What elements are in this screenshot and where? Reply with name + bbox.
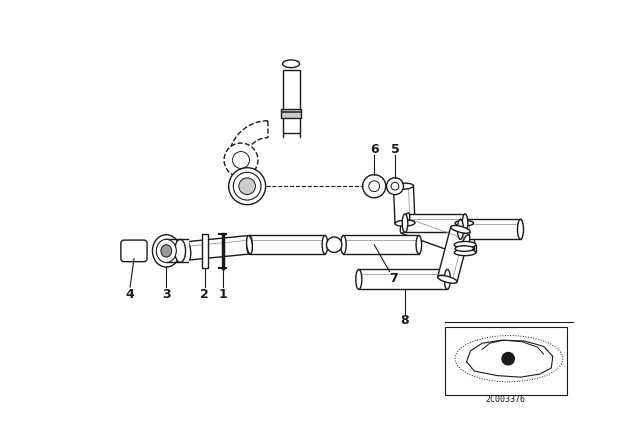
Text: 2C003376: 2C003376 (486, 395, 526, 404)
Ellipse shape (391, 182, 399, 190)
Polygon shape (438, 227, 470, 282)
Circle shape (502, 353, 515, 365)
Ellipse shape (326, 237, 342, 252)
Bar (445, 327, 566, 395)
Ellipse shape (356, 269, 362, 289)
Ellipse shape (416, 236, 422, 254)
Polygon shape (394, 186, 415, 224)
Polygon shape (401, 213, 468, 255)
Polygon shape (250, 236, 325, 254)
Text: 5: 5 (390, 143, 399, 156)
Ellipse shape (451, 225, 470, 233)
Polygon shape (454, 245, 476, 252)
Ellipse shape (394, 183, 413, 189)
Text: 4: 4 (125, 288, 134, 301)
Bar (281, 111, 301, 112)
Text: 3: 3 (162, 288, 171, 301)
Bar (202, 234, 208, 268)
Ellipse shape (152, 235, 180, 267)
Ellipse shape (462, 214, 468, 233)
Polygon shape (455, 223, 474, 249)
Ellipse shape (454, 249, 476, 256)
Ellipse shape (363, 175, 386, 198)
Polygon shape (460, 220, 520, 239)
Polygon shape (405, 214, 465, 233)
Ellipse shape (460, 234, 470, 255)
Circle shape (224, 143, 258, 177)
Ellipse shape (444, 269, 451, 289)
Ellipse shape (322, 236, 328, 254)
Ellipse shape (395, 220, 415, 226)
Ellipse shape (283, 60, 300, 68)
Text: 7: 7 (389, 272, 398, 285)
Circle shape (228, 168, 266, 205)
Text: 8: 8 (401, 314, 410, 327)
Polygon shape (359, 269, 447, 289)
Ellipse shape (246, 236, 252, 254)
Ellipse shape (369, 181, 380, 192)
Polygon shape (228, 121, 268, 160)
Ellipse shape (400, 213, 410, 233)
Ellipse shape (438, 276, 457, 283)
Bar (166, 239, 188, 263)
Ellipse shape (387, 178, 403, 195)
Text: 2: 2 (200, 288, 209, 301)
Ellipse shape (340, 236, 346, 254)
Circle shape (232, 151, 250, 168)
Ellipse shape (156, 239, 176, 263)
Text: 6: 6 (370, 143, 378, 156)
Ellipse shape (455, 246, 474, 251)
Ellipse shape (454, 241, 476, 248)
Ellipse shape (246, 236, 252, 254)
Polygon shape (344, 236, 419, 254)
FancyBboxPatch shape (283, 70, 300, 133)
Ellipse shape (455, 220, 474, 226)
Bar (281, 109, 301, 118)
Text: 1: 1 (218, 288, 227, 301)
Ellipse shape (458, 220, 463, 239)
Circle shape (234, 172, 261, 200)
Ellipse shape (161, 245, 172, 257)
Ellipse shape (455, 336, 563, 382)
Polygon shape (187, 236, 250, 260)
Ellipse shape (402, 214, 408, 233)
Circle shape (239, 178, 255, 194)
Ellipse shape (185, 241, 191, 260)
Ellipse shape (518, 220, 524, 239)
Ellipse shape (175, 239, 186, 263)
FancyBboxPatch shape (121, 240, 147, 262)
